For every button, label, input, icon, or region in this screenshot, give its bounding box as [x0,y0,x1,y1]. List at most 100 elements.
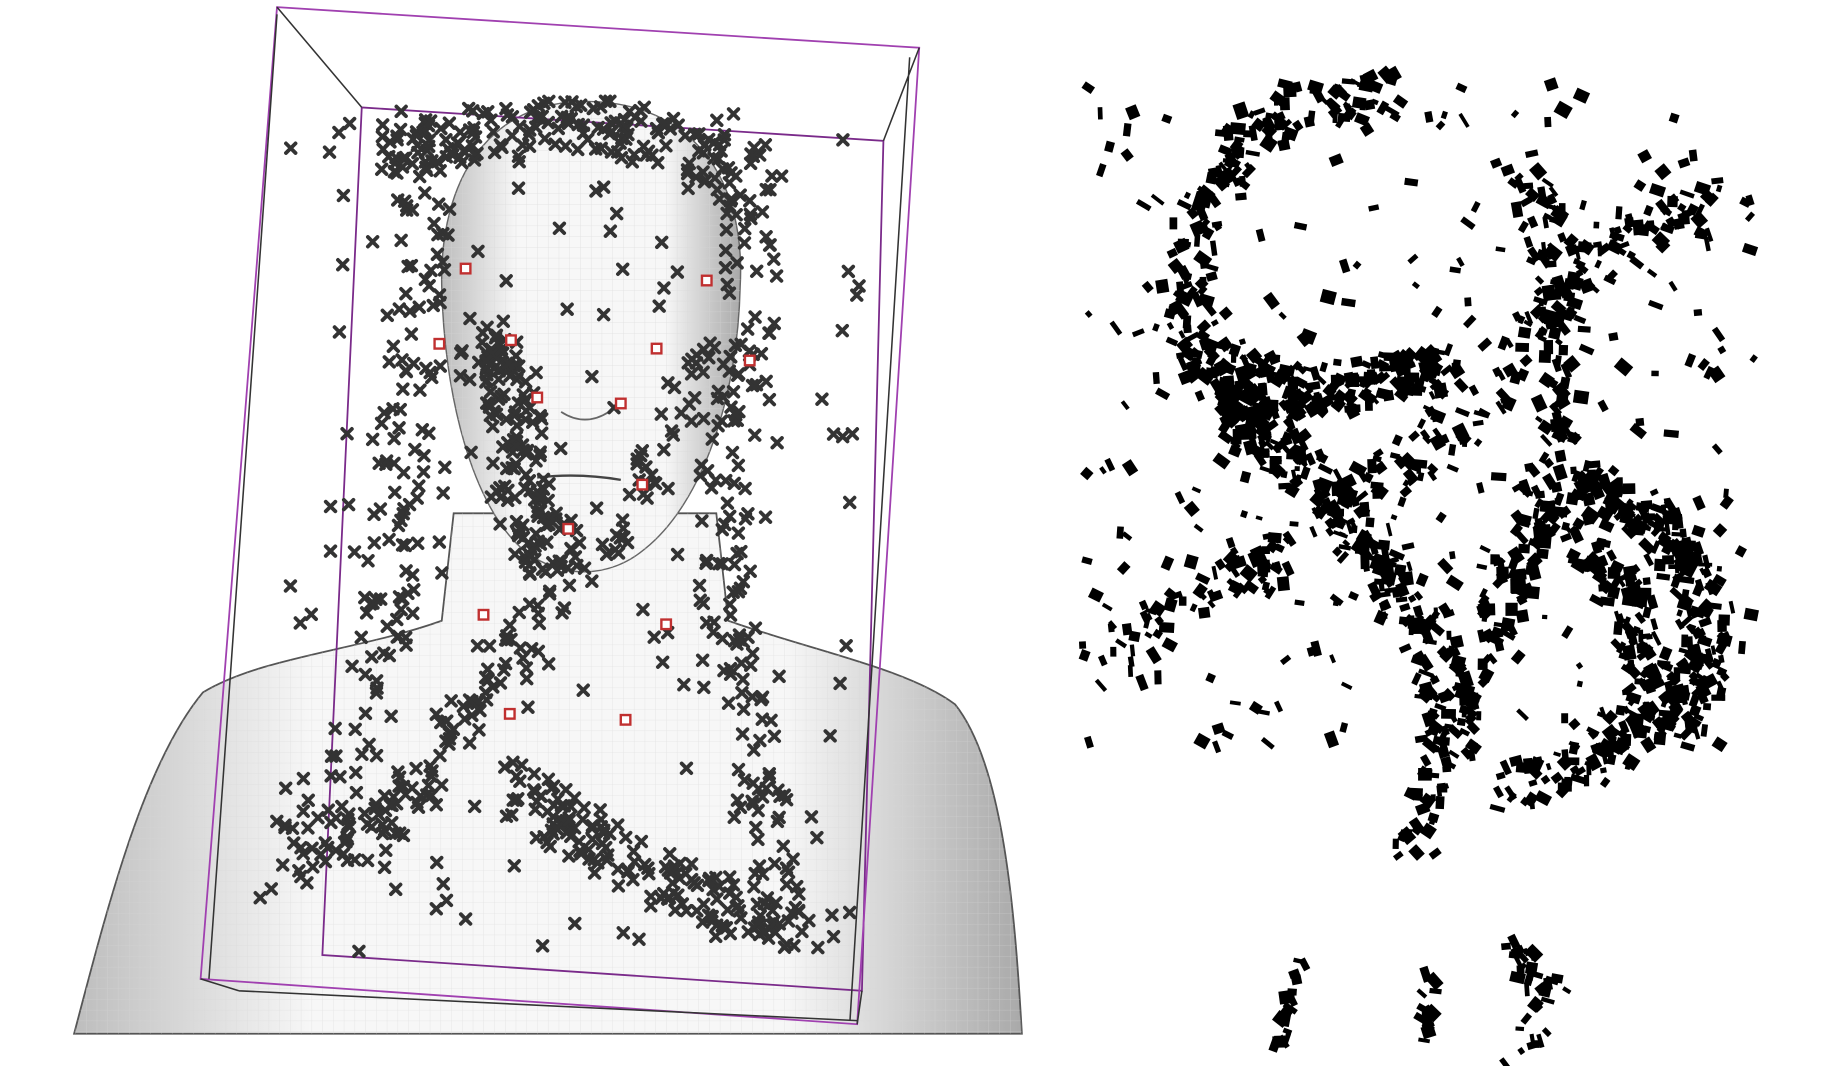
point-patch [1646,268,1658,278]
x-mark [349,785,364,800]
landmark [503,707,516,720]
point-patch [1364,397,1373,411]
x-mark [616,521,630,536]
x-mark [673,856,687,871]
x-mark [702,351,716,365]
point-patch [1278,363,1296,377]
x-mark [833,676,847,691]
x-mark [518,555,533,569]
point-patch [1221,729,1235,740]
point-patch [1570,466,1577,475]
x-mark [815,392,829,406]
point-patch [1537,327,1548,336]
x-mark [399,638,413,652]
point-patch [1435,511,1447,524]
point-patch [1622,223,1633,234]
point-patch [1359,73,1371,85]
point-patch [1276,111,1286,121]
point-patch [1372,448,1384,459]
point-patch [1259,408,1266,415]
point-patch [1386,74,1398,86]
point-patch [1522,182,1534,190]
x-mark [542,657,556,671]
x-mark [507,859,521,873]
point-patch [1524,310,1534,325]
x-mark [276,858,290,872]
point-patch [1661,711,1677,723]
point-patch [1238,147,1245,159]
point-patch [1282,1001,1298,1015]
x-mark [725,445,740,460]
point-patch [1601,723,1620,742]
point-patch [1422,1012,1433,1028]
x-mark [549,506,563,520]
x-mark [693,593,707,608]
point-patch [1135,673,1149,692]
point-patch [1193,198,1208,212]
x-mark [479,354,493,368]
x-mark [391,193,405,207]
point-patch [1154,387,1171,401]
point-patch [1688,704,1702,718]
point-patch [1419,768,1433,779]
x-mark [476,326,490,340]
point-patch [1587,730,1598,740]
x-mark [616,262,630,276]
point-patch [1526,256,1537,266]
point-patch [1243,438,1260,456]
x-mark [424,263,438,278]
point-patch [1618,720,1630,735]
point-patch [1520,1012,1533,1025]
point-patch [1461,707,1467,718]
point-patch [1672,570,1685,582]
point-patch [1196,319,1212,334]
point-patch [1267,371,1277,377]
point-patch [1345,406,1361,420]
point-patch [1517,1046,1526,1056]
point-patch [1622,483,1636,495]
x-mark [340,832,355,846]
x-mark [379,843,393,857]
point-patch [1193,732,1211,750]
x-mark [776,839,790,853]
x-mark [425,370,439,385]
point-patch [1510,509,1527,526]
point-patch [1690,210,1709,229]
landmark [619,713,632,726]
x-mark [387,431,401,446]
point-patch [1677,157,1691,169]
x-mark [501,493,515,508]
point-patch [1282,536,1291,545]
x-mark [380,619,394,633]
point-patch [1575,261,1589,275]
x-mark [670,547,685,562]
point-patch [1107,623,1115,633]
point-patch [1218,404,1237,424]
point-patch [1262,115,1275,130]
x-mark [496,314,510,328]
x-mark [439,734,453,748]
x-mark [657,281,671,295]
x-mark [520,443,535,458]
point-patch [1680,741,1696,752]
x-mark [433,164,447,178]
point-patch [1666,670,1681,687]
point-patch [1585,752,1603,772]
point-patch [1460,746,1474,760]
point-patch [1116,561,1131,575]
point-patch [1278,399,1290,412]
point-patch [1371,98,1379,106]
x-mark [714,414,729,428]
point-patch [1443,343,1454,357]
x-mark [697,680,711,695]
point-patch [1080,466,1094,481]
x-mark [529,527,543,541]
point-patch [1199,367,1208,376]
point-patch [1259,134,1278,153]
point-patch [1334,84,1348,98]
point-patch [1415,572,1429,587]
x-mark [724,400,738,414]
point-patch [1268,354,1281,366]
x-mark [478,685,493,700]
x-mark [529,365,543,380]
